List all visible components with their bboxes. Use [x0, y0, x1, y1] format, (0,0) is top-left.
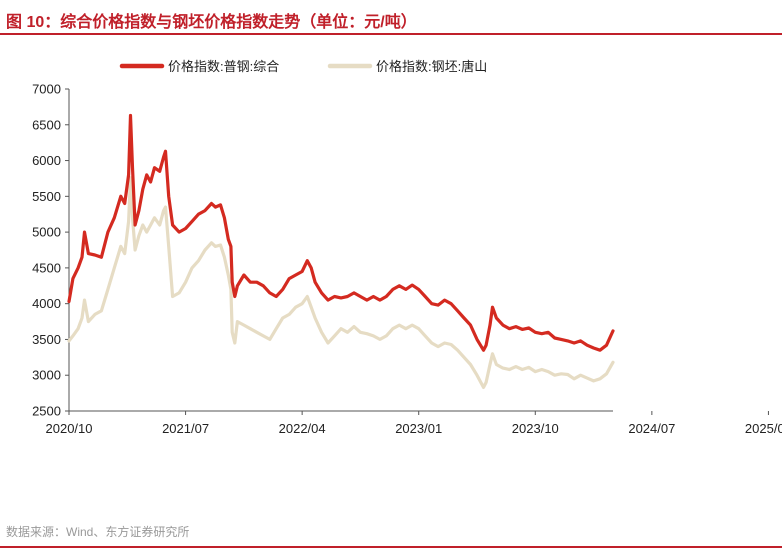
x-tick-label: 2020/10: [46, 421, 93, 436]
data-source-note: 数据来源：Wind、东方证券研究所: [6, 525, 190, 539]
y-tick-label: 5000: [32, 225, 61, 240]
y-tick-label: 7000: [32, 82, 61, 97]
x-tick-label: 2023/10: [512, 421, 559, 436]
y-tick-label: 3500: [32, 332, 61, 347]
x-tick-label: 2023/01: [395, 421, 442, 436]
x-axis-ticks: 2020/10 2021/07 2022/04 2023/01 2023/10 2024/…: [46, 411, 782, 436]
y-tick-label: 4000: [32, 296, 61, 311]
legend-label-1[interactable]: 价格指数:普钢:综合: [168, 59, 279, 74]
x-tick-label: 2022/04: [279, 421, 326, 436]
x-tick-label: 2025/04: [745, 421, 782, 436]
line-chart: 2500 3000 3500 4000 4500 5000 5500 6000 6500 7000…: [32, 59, 782, 436]
title-divider: [0, 33, 782, 35]
y-tick-label: 5500: [32, 189, 61, 204]
x-tick-label: 2024/07: [628, 421, 675, 436]
y-tick-label: 6500: [32, 117, 61, 132]
legend-label-2[interactable]: 价格指数:钢坯:唐山: [376, 59, 487, 74]
y-tick-label: 3000: [32, 368, 61, 383]
y-tick-label: 4500: [32, 260, 61, 275]
y-tick-label: 2500: [32, 404, 61, 419]
legend[interactable]: 价格指数:普钢:综合 价格指数:钢坯:唐山: [119, 59, 487, 74]
figure-title: 图 10：综合价格指数与钢坯价格指数走势（单位：元/吨）: [6, 14, 417, 31]
x-tick-label: 2021/07: [162, 421, 209, 436]
bottom-divider: [0, 546, 782, 548]
y-tick-label: 6000: [32, 153, 61, 168]
y-axis-ticks: 2500 3000 3500 4000 4500 5000 5500 6000 6500 7000: [32, 82, 69, 419]
series-line-1: [67, 113, 615, 352]
series-group: [67, 113, 615, 389]
series-line-2: [67, 176, 615, 389]
